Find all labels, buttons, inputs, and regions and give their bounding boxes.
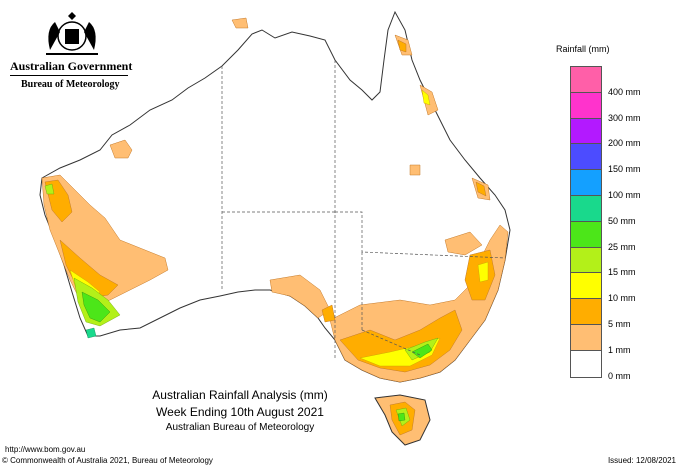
legend-swatch — [571, 273, 601, 300]
state-borders — [221, 60, 506, 360]
legend-swatch — [571, 221, 601, 248]
footer-issued-date: Issued: 12/08/2021 — [607, 456, 676, 465]
legend-swatch — [571, 247, 601, 274]
legend-swatch — [571, 350, 601, 377]
rainfall-50mm-zones — [85, 327, 97, 339]
map-subtitle: Week Ending 10th August 2021 — [156, 405, 324, 419]
government-name: Australian Government — [10, 59, 133, 73]
legend-swatch — [571, 92, 601, 119]
legend-label: 150 mm — [608, 164, 641, 175]
footer-url: http://www.bom.gov.au — [5, 445, 86, 454]
legend-label: 300 mm — [608, 112, 641, 123]
header-divider — [10, 75, 128, 76]
australia-mainland — [39, 10, 511, 383]
legend-swatch — [571, 324, 601, 351]
government-crest — [10, 10, 130, 65]
legend-colorbar — [570, 66, 602, 378]
legend-label: 200 mm — [608, 138, 641, 149]
legend-label: 15 mm — [608, 267, 636, 278]
legend-swatch — [571, 195, 601, 222]
legend-swatch — [571, 170, 601, 196]
tasmania-outline — [374, 394, 431, 446]
legend-swatch — [571, 67, 601, 93]
legend-label: 400 mm — [608, 86, 641, 97]
legend-label: 1 mm — [608, 344, 631, 355]
map-source: Australian Bureau of Meteorology — [165, 422, 315, 433]
legend-label: 25 mm — [608, 241, 636, 252]
legend-label: 50 mm — [608, 215, 636, 226]
rainfall-25mm-zones — [81, 291, 433, 422]
legend-swatch — [571, 118, 601, 145]
map-title: Australian Rainfall Analysis (mm) — [152, 388, 328, 402]
legend-label: 10 mm — [608, 293, 636, 304]
legend-swatch — [571, 299, 601, 325]
bureau-name: Bureau of Meteorology — [21, 79, 120, 90]
legend-label: 0 mm — [608, 370, 631, 381]
legend-swatch — [571, 144, 601, 171]
footer-copyright: © Commonwealth of Australia 2021, Bureau… — [2, 456, 213, 465]
legend-label: 100 mm — [608, 190, 641, 200]
legend-label: 5 mm — [608, 319, 631, 329]
legend-title: Rainfall (mm) — [556, 44, 610, 54]
coat-of-arms-icon — [46, 12, 98, 55]
